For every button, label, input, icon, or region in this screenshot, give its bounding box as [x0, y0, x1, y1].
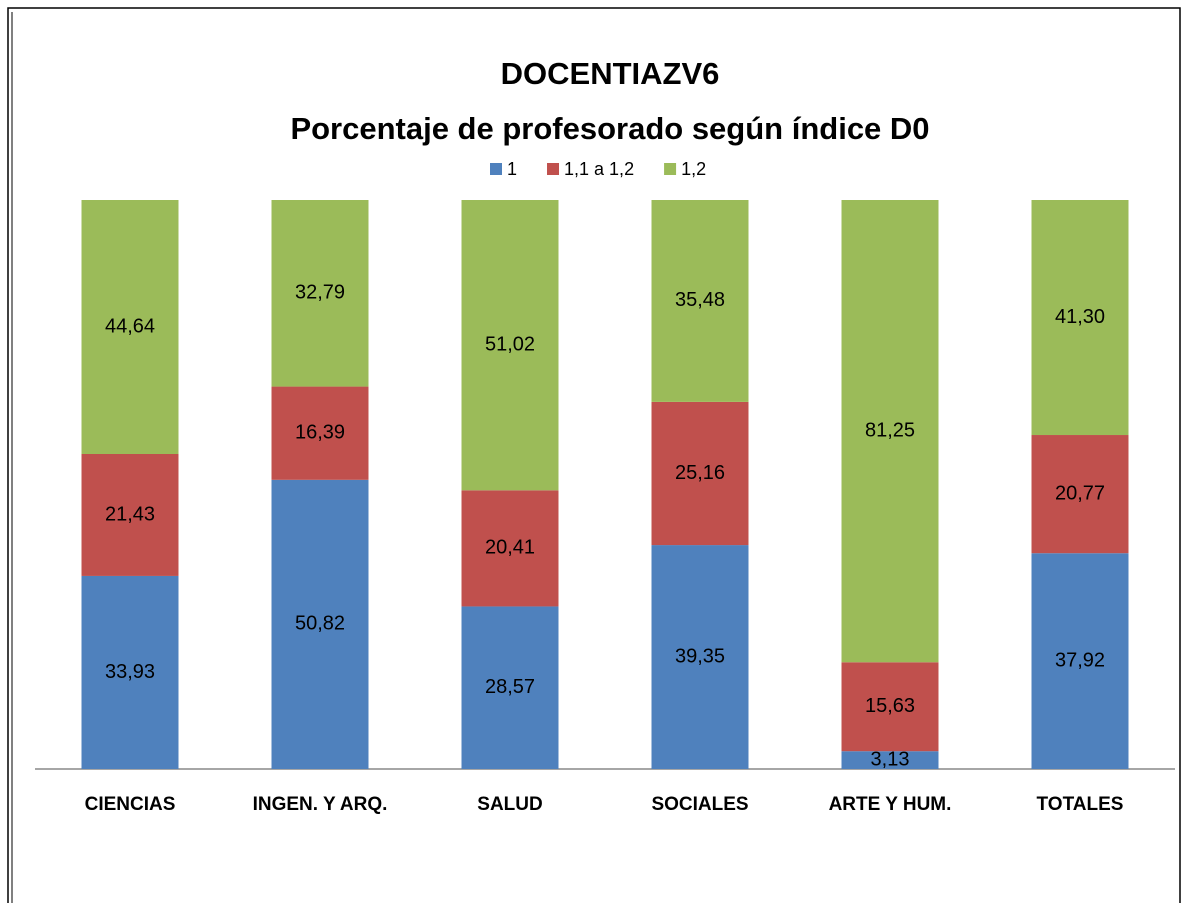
bar-segment: [1031, 553, 1129, 769]
data-label: 20,41: [485, 537, 535, 559]
x-tick-label: CIENCIAS: [85, 794, 176, 815]
legend-label: 1,1 a 1,2: [564, 159, 634, 179]
data-label: 51,02: [485, 333, 535, 355]
data-label: 28,57: [485, 676, 535, 698]
data-label: 33,93: [105, 661, 155, 683]
legend-swatch: [490, 163, 502, 175]
bar-segment: [81, 454, 179, 576]
chart-frame: [7, 7, 1181, 903]
bar-segment: [841, 200, 939, 663]
data-label: 50,82: [295, 613, 345, 635]
data-label: 25,16: [675, 462, 725, 484]
bar-segment: [1031, 200, 1129, 436]
data-label: 20,77: [1055, 482, 1105, 504]
data-label: 16,39: [295, 421, 345, 443]
data-label: 41,30: [1055, 306, 1105, 328]
legend-label: 1,2: [681, 159, 706, 179]
x-tick-label: INGEN. Y ARQ.: [253, 794, 388, 815]
bar-segment: [461, 490, 559, 607]
bar-segment: [271, 479, 369, 769]
x-tick-label: ARTE Y HUM.: [829, 794, 952, 815]
bar-segment: [461, 200, 559, 491]
bar-segment: [841, 751, 939, 769]
data-label: 35,48: [675, 289, 725, 311]
x-tick-label: TOTALES: [1037, 794, 1124, 815]
data-label: 21,43: [105, 503, 155, 525]
chart-subtitle: Porcentaje de profesorado según índice D…: [290, 111, 929, 146]
bar-segment: [651, 200, 749, 402]
legend-swatch: [547, 163, 560, 175]
bar-segment: [81, 575, 179, 769]
data-label: 81,25: [865, 419, 915, 441]
bar-segment: [271, 386, 369, 480]
bar-segment: [271, 200, 369, 387]
legend-label: 1: [507, 159, 517, 179]
data-label: 15,63: [865, 695, 915, 717]
bar-segment: [651, 401, 749, 546]
bar-segment: [841, 662, 939, 752]
data-label: 39,35: [675, 645, 725, 667]
x-tick-label: SALUD: [477, 794, 542, 815]
bar-segment: [81, 200, 179, 455]
bar-segment: [1031, 435, 1129, 554]
bar-segment: [461, 606, 559, 769]
legend-swatch: [664, 163, 677, 175]
data-label: 37,92: [1055, 649, 1105, 671]
data-label: 32,79: [295, 282, 345, 304]
x-tick-label: SOCIALES: [651, 794, 748, 815]
data-label: 3,13: [871, 748, 910, 770]
data-label: 44,64: [105, 315, 155, 337]
bar-segment: [651, 545, 749, 769]
chart-title: DOCENTIAZV6: [501, 56, 720, 91]
